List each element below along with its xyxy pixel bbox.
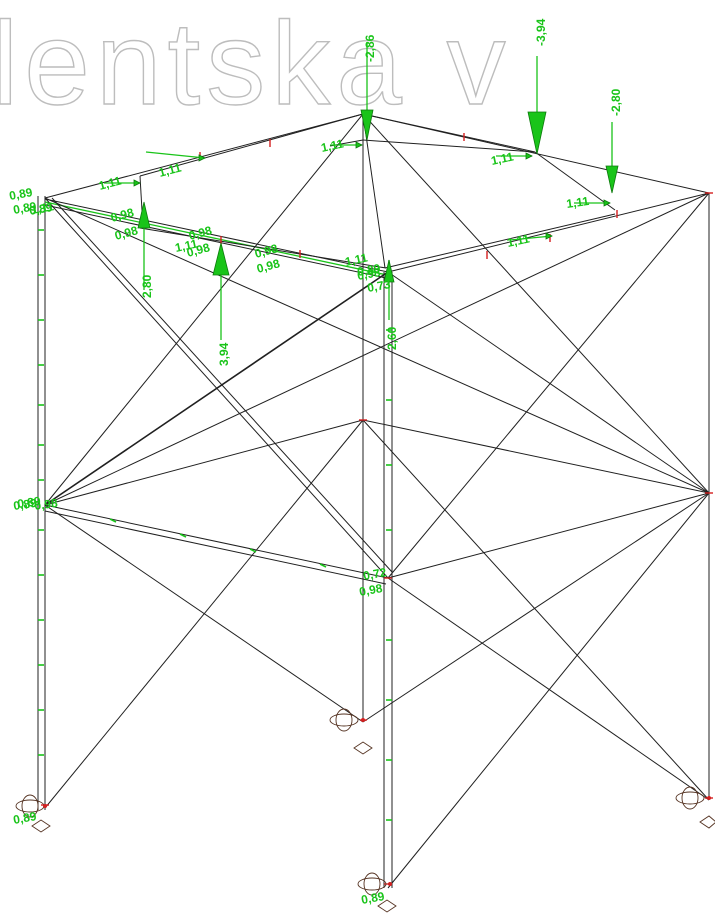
label-1-11: 1,11	[157, 160, 183, 179]
label-0-98: 0,98	[113, 223, 139, 243]
label-1-11: 1,11	[30, 199, 55, 217]
value-labels: 1,11 1,11 1,11 1,11 1,11 1,11 1,11 1,11 …	[8, 18, 623, 907]
support-hinge-icon	[357, 872, 397, 913]
label-0-98: 0,98	[33, 496, 58, 513]
label-0-89: 0,89	[16, 494, 41, 511]
beam-mid-front-left[interactable]	[44, 504, 389, 579]
load-arrow-down-icon	[527, 111, 547, 155]
beam-mid-back-left[interactable]	[44, 419, 364, 506]
label-force-2-60: 2,60	[385, 326, 399, 350]
label-0-98: 0,98	[356, 265, 382, 283]
load-arrows	[104, 42, 619, 340]
brace-lower-6	[387, 492, 710, 889]
label-1-11: 1,11	[565, 194, 590, 211]
label-force-2-80: 2,80	[140, 274, 154, 298]
label-0-73: 0,73	[366, 277, 392, 295]
roof-brace-1	[139, 113, 364, 177]
label-0-89: 0,89	[12, 496, 37, 513]
brace-upper-8	[44, 271, 389, 506]
watermark-text: lentska v	[0, 0, 512, 130]
arrow-right-icon	[198, 154, 206, 162]
label-0-89: 0,89	[356, 261, 382, 279]
brace-upper-1	[44, 197, 710, 494]
support-hinge-icon	[15, 794, 51, 833]
label-1-11: 1,11	[506, 231, 531, 249]
label-0-98: 0,98	[109, 205, 135, 225]
arrow-right-icon	[355, 141, 363, 149]
label-1-11: 1,11	[320, 136, 345, 154]
roof-short-2	[362, 139, 536, 153]
label-0-98: 0,98	[255, 256, 281, 276]
label-0-72: 0,72	[362, 565, 388, 583]
roof-brace-2	[362, 113, 536, 153]
beam-mid-front-left-inner	[44, 510, 387, 585]
label-force-m3-94: -3,94	[534, 18, 548, 46]
label-0-89: 0,89	[8, 185, 34, 203]
label-force-m2-86: -2,86	[363, 34, 377, 62]
label-1-11: 1,11	[174, 236, 199, 254]
roof-brace-5	[384, 213, 616, 269]
load-arrow-down-icon	[605, 165, 619, 194]
label-1-11: 1,11	[490, 149, 515, 167]
label-0-89: 0,89	[12, 199, 38, 217]
load-arrow-up-icon	[137, 201, 151, 229]
beam-top-front-left-load	[44, 201, 388, 276]
beam-top-front-left-inner	[44, 204, 387, 279]
load-arrow-up-icon	[212, 242, 230, 276]
label-0-98: 0,98	[187, 223, 213, 243]
label-0-98: 0,98	[358, 581, 384, 599]
beam-mid-back-right[interactable]	[362, 419, 710, 494]
brace-upper-3	[44, 113, 364, 506]
brace-lower-2	[44, 419, 364, 809]
support-hinge-icon	[329, 708, 373, 755]
label-1-11: 1,11	[344, 250, 369, 268]
brace-lower-4	[362, 492, 710, 723]
column-load-ticks	[38, 229, 392, 821]
label-0-89: 0,89	[12, 809, 38, 827]
label-1-11: 1,11	[97, 173, 123, 192]
arrow-right-icon	[545, 232, 553, 240]
label-force-m2-80: -2,80	[609, 88, 623, 116]
brace-upper-6	[387, 192, 710, 579]
label-0-98: 0,98	[253, 241, 279, 261]
roof-brace-4	[139, 227, 387, 269]
roof-brace-3	[534, 151, 616, 211]
load-arrow-up-icon	[383, 259, 395, 283]
beam-top-front-right[interactable]	[387, 192, 710, 273]
supports	[15, 708, 715, 913]
label-0-89: 0,89	[28, 200, 54, 218]
frame-members	[37, 113, 710, 889]
brace-upper-4	[362, 113, 710, 494]
brace-lower-5	[387, 577, 710, 801]
brace-upper-2	[44, 192, 710, 506]
arrow-right-icon	[133, 179, 141, 187]
beam-top-front-left[interactable]	[44, 198, 389, 273]
label-0-89: 0,89	[360, 889, 386, 907]
label-0-98: 0,98	[185, 240, 211, 260]
support-hinge-icon	[675, 786, 715, 829]
arrow-right-icon	[603, 199, 611, 207]
brace-lower-3	[362, 419, 710, 801]
load-arrow-down-icon	[360, 109, 374, 141]
brace-upper-5	[387, 271, 710, 494]
beam-top-back-left[interactable]	[44, 113, 364, 199]
beam-mid-front-right[interactable]	[387, 492, 710, 579]
label-force-3-94: 3,94	[217, 342, 231, 366]
arrow-right-icon	[525, 152, 533, 160]
